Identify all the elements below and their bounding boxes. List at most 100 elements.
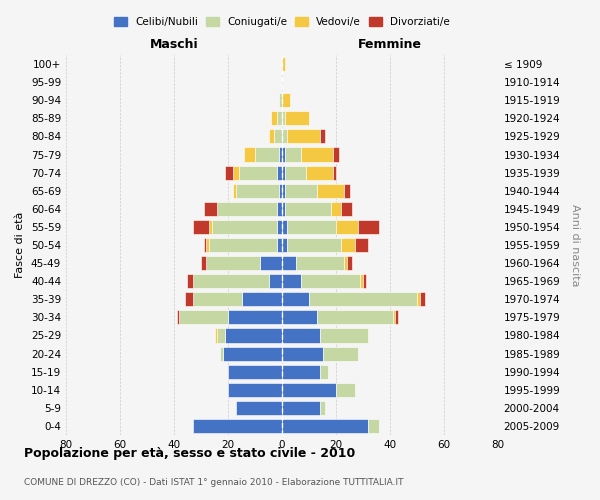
Bar (282, 220, 287, 234)
Bar (368, 419, 379, 433)
Bar (360, 274, 363, 288)
Bar (282, 112, 285, 126)
Bar (334, 148, 338, 162)
Bar (204, 202, 217, 216)
Bar (226, 328, 282, 342)
Bar (334, 166, 336, 179)
Y-axis label: Fasce di età: Fasce di età (16, 212, 25, 278)
Bar (277, 238, 282, 252)
Bar (301, 148, 334, 162)
Bar (320, 401, 325, 415)
Text: Popolazione per età, sesso e stato civile - 2010: Popolazione per età, sesso e stato civil… (24, 448, 355, 460)
Bar (241, 292, 282, 306)
Bar (282, 419, 368, 433)
Bar (274, 130, 282, 143)
Bar (176, 310, 179, 324)
Bar (344, 256, 347, 270)
Bar (280, 148, 282, 162)
Bar (417, 292, 420, 306)
Bar (282, 130, 287, 143)
Bar (282, 238, 287, 252)
Bar (282, 184, 285, 198)
Bar (271, 112, 277, 126)
Bar (280, 93, 282, 108)
Bar (282, 93, 290, 108)
Bar (287, 220, 336, 234)
Bar (355, 238, 368, 252)
Bar (260, 256, 282, 270)
Bar (226, 166, 233, 179)
Bar (341, 202, 352, 216)
Bar (223, 346, 282, 360)
Bar (206, 256, 260, 270)
Bar (282, 148, 285, 162)
Bar (282, 292, 309, 306)
Bar (320, 364, 328, 378)
Bar (282, 382, 336, 397)
Bar (212, 220, 277, 234)
Bar (320, 130, 325, 143)
Bar (277, 220, 282, 234)
Bar (282, 202, 285, 216)
Bar (233, 166, 239, 179)
Bar (282, 166, 285, 179)
Bar (336, 220, 358, 234)
Bar (239, 166, 277, 179)
Bar (323, 346, 358, 360)
Bar (282, 346, 323, 360)
Bar (217, 328, 226, 342)
Bar (395, 310, 398, 324)
Bar (420, 292, 425, 306)
Bar (344, 184, 349, 198)
Bar (282, 401, 320, 415)
Bar (331, 202, 341, 216)
Y-axis label: Anni di nascita: Anni di nascita (570, 204, 580, 286)
Bar (282, 310, 317, 324)
Bar (187, 274, 193, 288)
Bar (206, 238, 209, 252)
Bar (217, 202, 277, 216)
Bar (228, 364, 282, 378)
Bar (204, 238, 206, 252)
Bar (282, 57, 285, 71)
Bar (301, 274, 360, 288)
Bar (233, 184, 236, 198)
Bar (220, 346, 223, 360)
Text: Femmine: Femmine (358, 38, 422, 52)
Bar (341, 238, 355, 252)
Bar (363, 274, 366, 288)
Bar (282, 364, 320, 378)
Bar (287, 238, 341, 252)
Bar (185, 292, 193, 306)
Bar (358, 220, 379, 234)
Bar (285, 184, 317, 198)
Bar (193, 292, 241, 306)
Bar (307, 166, 334, 179)
Bar (317, 310, 393, 324)
Bar (193, 274, 269, 288)
Bar (347, 256, 352, 270)
Legend: Celibi/Nubili, Coniugati/e, Vedovi/e, Divorziati/e: Celibi/Nubili, Coniugati/e, Vedovi/e, Di… (110, 12, 454, 32)
Bar (209, 220, 212, 234)
Bar (336, 382, 355, 397)
Bar (244, 148, 255, 162)
Bar (282, 274, 301, 288)
Bar (193, 419, 282, 433)
Bar (209, 238, 277, 252)
Bar (236, 184, 280, 198)
Bar (277, 112, 282, 126)
Bar (285, 148, 301, 162)
Bar (309, 292, 417, 306)
Bar (269, 274, 282, 288)
Bar (282, 328, 320, 342)
Text: Maschi: Maschi (149, 38, 199, 52)
Bar (228, 382, 282, 397)
Bar (277, 166, 282, 179)
Bar (280, 184, 282, 198)
Bar (179, 310, 228, 324)
Text: COMUNE DI DREZZO (CO) - Dati ISTAT 1° gennaio 2010 - Elaborazione TUTTITALIA.IT: COMUNE DI DREZZO (CO) - Dati ISTAT 1° ge… (24, 478, 404, 487)
Bar (236, 401, 282, 415)
Bar (296, 256, 344, 270)
Bar (255, 148, 280, 162)
Bar (287, 130, 320, 143)
